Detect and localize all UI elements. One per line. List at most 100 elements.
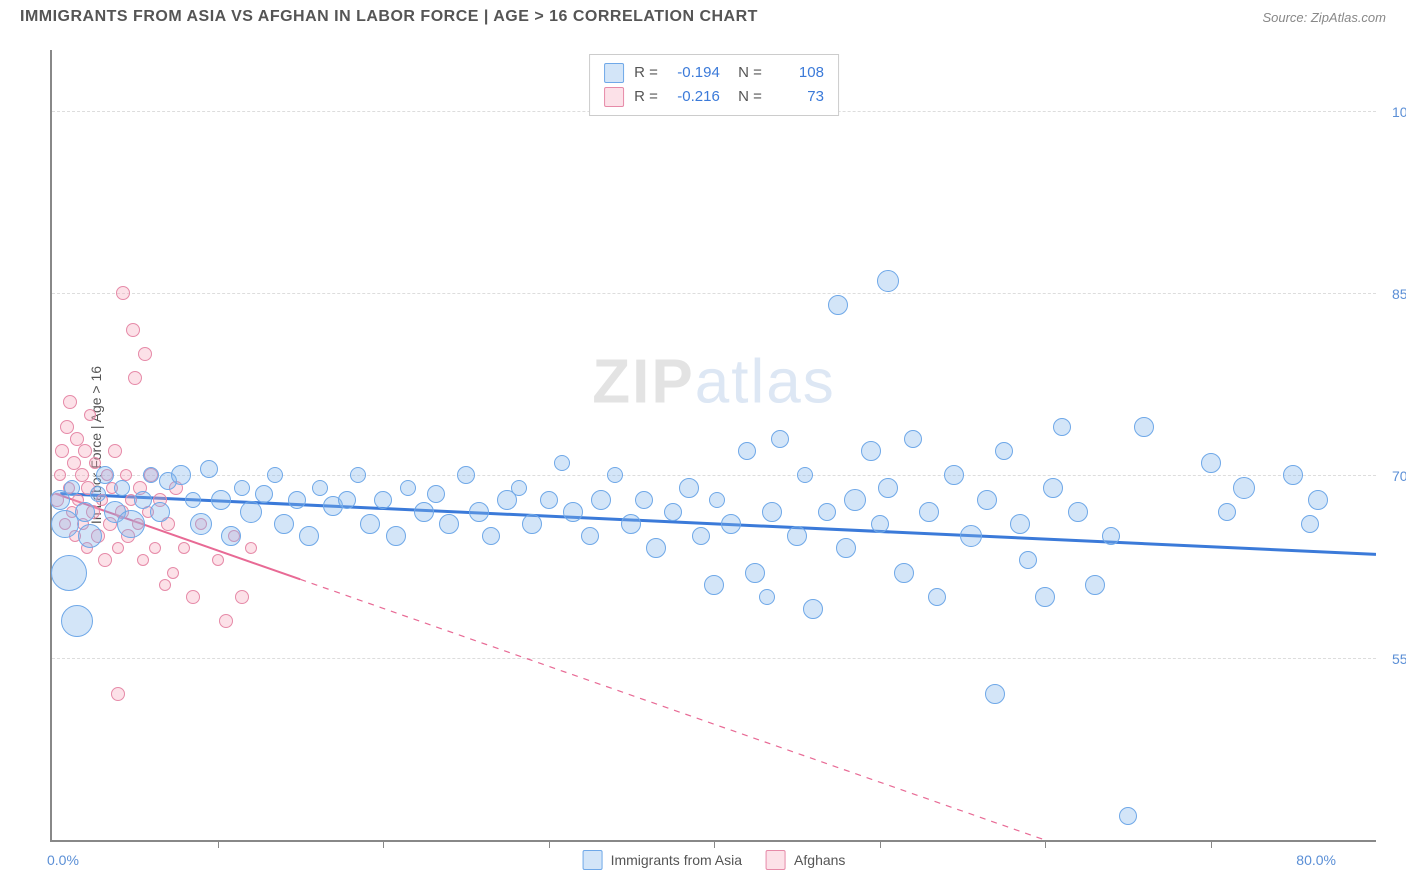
scatter-point[interactable] (1053, 418, 1071, 436)
scatter-point[interactable] (255, 485, 273, 503)
scatter-point[interactable] (134, 491, 152, 509)
scatter-point[interactable] (138, 347, 152, 361)
scatter-point[interactable] (1233, 477, 1255, 499)
scatter-point[interactable] (55, 444, 69, 458)
scatter-point[interactable] (745, 563, 765, 583)
scatter-point[interactable] (400, 480, 416, 496)
scatter-point[interactable] (267, 467, 283, 483)
scatter-point[interactable] (762, 502, 782, 522)
scatter-point[interactable] (759, 589, 775, 605)
scatter-point[interactable] (245, 542, 257, 554)
scatter-point[interactable] (1043, 478, 1063, 498)
scatter-point[interactable] (861, 441, 881, 461)
scatter-point[interactable] (150, 502, 170, 522)
scatter-point[interactable] (1301, 515, 1319, 533)
scatter-point[interactable] (469, 502, 489, 522)
scatter-point[interactable] (511, 480, 527, 496)
scatter-point[interactable] (797, 467, 813, 483)
scatter-point[interactable] (1119, 807, 1137, 825)
scatter-point[interactable] (149, 542, 161, 554)
scatter-point[interactable] (386, 526, 406, 546)
scatter-point[interactable] (919, 502, 939, 522)
scatter-point[interactable] (844, 489, 866, 511)
scatter-point[interactable] (117, 510, 145, 538)
scatter-point[interactable] (414, 502, 434, 522)
scatter-point[interactable] (1201, 453, 1221, 473)
scatter-point[interactable] (171, 465, 191, 485)
scatter-point[interactable] (877, 270, 899, 292)
scatter-point[interactable] (221, 526, 241, 546)
scatter-point[interactable] (374, 491, 392, 509)
scatter-point[interactable] (721, 514, 741, 534)
scatter-point[interactable] (1102, 527, 1120, 545)
scatter-point[interactable] (63, 395, 77, 409)
scatter-point[interactable] (427, 485, 445, 503)
scatter-point[interactable] (78, 524, 102, 548)
scatter-point[interactable] (312, 480, 328, 496)
scatter-point[interactable] (1134, 417, 1154, 437)
scatter-point[interactable] (211, 490, 231, 510)
scatter-point[interactable] (995, 442, 1013, 460)
scatter-point[interactable] (928, 588, 946, 606)
scatter-point[interactable] (1085, 575, 1105, 595)
scatter-point[interactable] (591, 490, 611, 510)
scatter-point[interactable] (60, 420, 74, 434)
scatter-point[interactable] (977, 490, 997, 510)
scatter-point[interactable] (457, 466, 475, 484)
scatter-point[interactable] (540, 491, 558, 509)
scatter-point[interactable] (143, 467, 159, 483)
scatter-point[interactable] (64, 480, 80, 496)
scatter-point[interactable] (84, 409, 96, 421)
scatter-point[interactable] (96, 466, 114, 484)
scatter-point[interactable] (828, 295, 848, 315)
scatter-point[interactable] (818, 503, 836, 521)
scatter-point[interactable] (111, 687, 125, 701)
scatter-point[interactable] (108, 444, 122, 458)
scatter-point[interactable] (338, 491, 356, 509)
scatter-point[interactable] (1068, 502, 1088, 522)
scatter-point[interactable] (1308, 490, 1328, 510)
scatter-point[interactable] (360, 514, 380, 534)
scatter-point[interactable] (1035, 587, 1055, 607)
scatter-point[interactable] (185, 492, 201, 508)
scatter-point[interactable] (51, 555, 87, 591)
scatter-point[interactable] (61, 605, 93, 637)
scatter-point[interactable] (646, 538, 666, 558)
scatter-point[interactable] (563, 502, 583, 522)
scatter-point[interactable] (1019, 551, 1037, 569)
scatter-point[interactable] (274, 514, 294, 534)
scatter-point[interactable] (116, 286, 130, 300)
scatter-point[interactable] (112, 542, 124, 554)
scatter-point[interactable] (1010, 514, 1030, 534)
scatter-point[interactable] (126, 323, 140, 337)
scatter-point[interactable] (787, 526, 807, 546)
scatter-point[interactable] (985, 684, 1005, 704)
scatter-point[interactable] (299, 526, 319, 546)
scatter-point[interactable] (944, 465, 964, 485)
scatter-point[interactable] (1218, 503, 1236, 521)
scatter-point[interactable] (219, 614, 233, 628)
scatter-point[interactable] (54, 469, 66, 481)
scatter-point[interactable] (482, 527, 500, 545)
scatter-point[interactable] (904, 430, 922, 448)
scatter-point[interactable] (871, 515, 889, 533)
scatter-point[interactable] (159, 579, 171, 591)
scatter-point[interactable] (771, 430, 789, 448)
scatter-point[interactable] (621, 514, 641, 534)
scatter-point[interactable] (664, 503, 682, 521)
scatter-point[interactable] (235, 590, 249, 604)
scatter-point[interactable] (350, 467, 366, 483)
scatter-point[interactable] (234, 480, 250, 496)
scatter-point[interactable] (200, 460, 218, 478)
scatter-point[interactable] (439, 514, 459, 534)
scatter-point[interactable] (186, 590, 200, 604)
scatter-point[interactable] (190, 513, 212, 535)
scatter-point[interactable] (738, 442, 756, 460)
scatter-point[interactable] (75, 502, 95, 522)
scatter-point[interactable] (90, 486, 106, 502)
scatter-point[interactable] (1283, 465, 1303, 485)
scatter-point[interactable] (522, 514, 542, 534)
scatter-point[interactable] (114, 480, 130, 496)
scatter-point[interactable] (78, 444, 92, 458)
scatter-point[interactable] (554, 455, 570, 471)
